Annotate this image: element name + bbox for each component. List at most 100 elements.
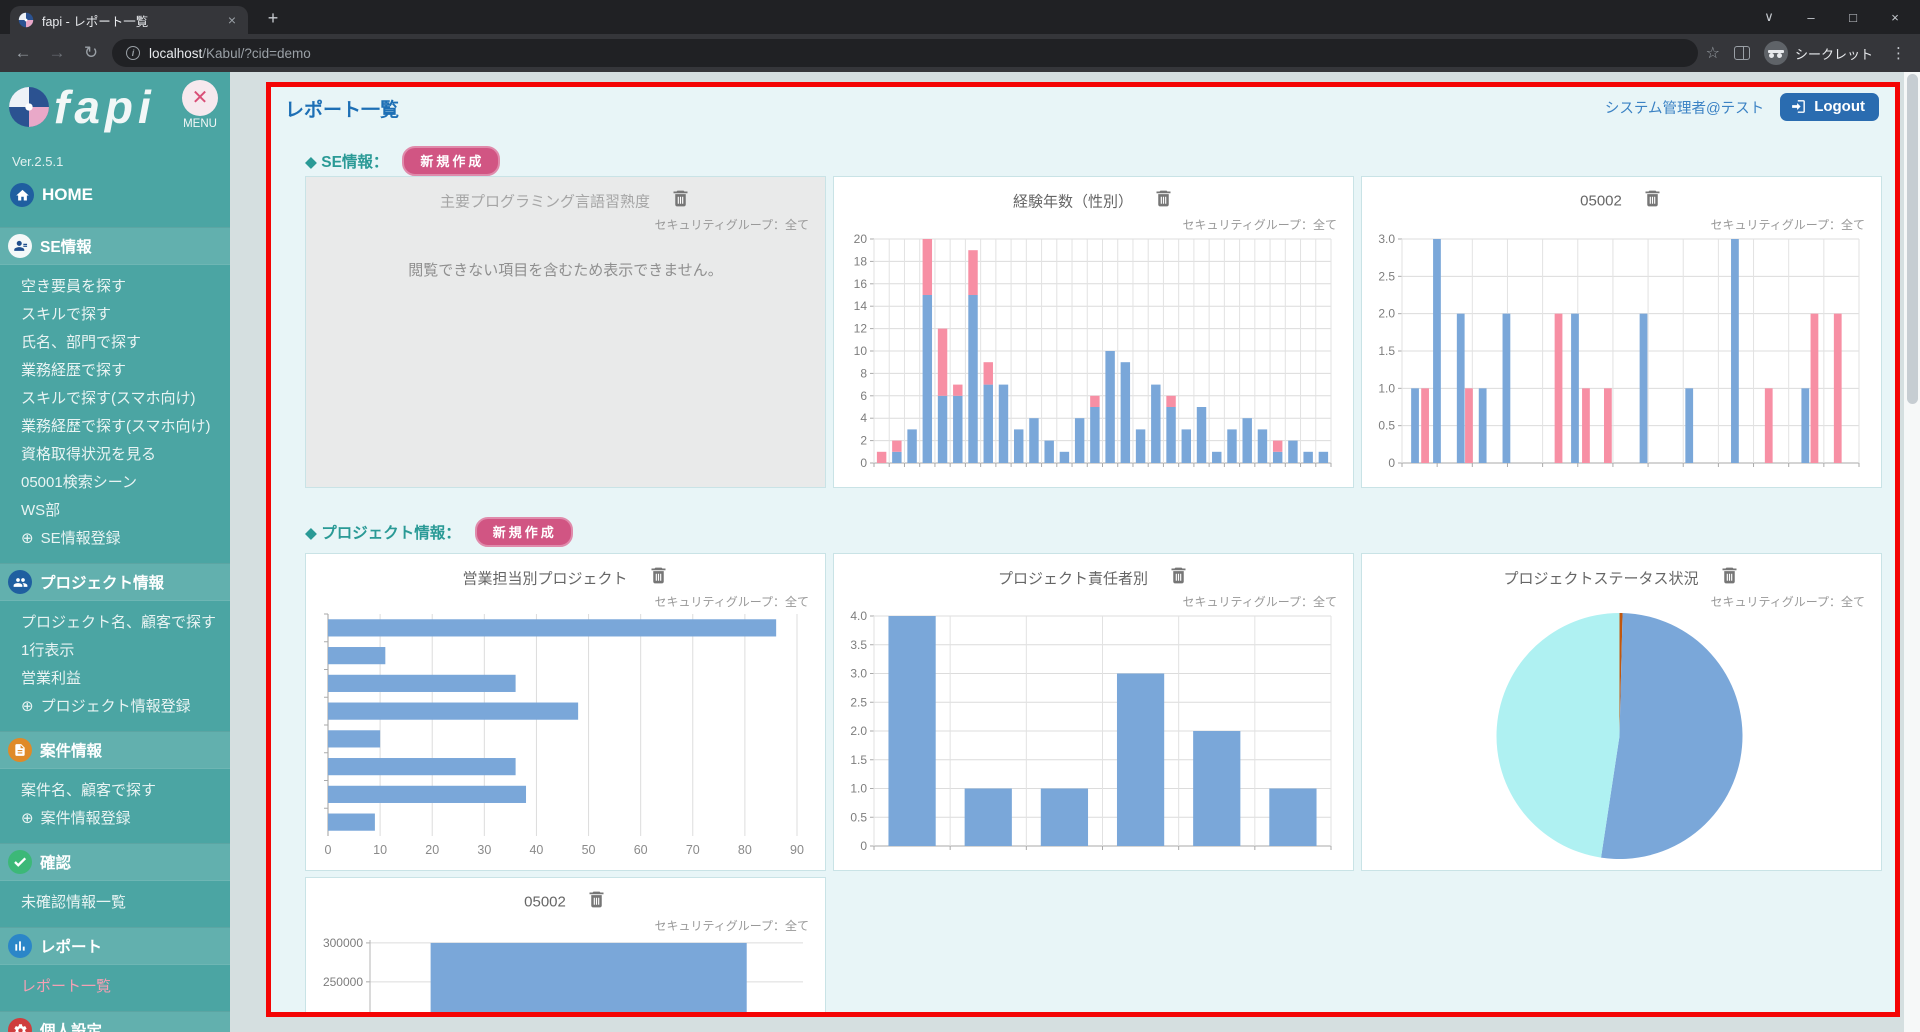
chart-title[interactable]: 主要プログラミング言語習熟度 bbox=[439, 193, 650, 211]
stacked-bar-segment bbox=[1044, 440, 1054, 463]
incognito-label: シークレット bbox=[1794, 46, 1873, 62]
sidebar: fapi ✕ MENU Ver.2.5.1 HOME SE情報 空き要員を探す スキ… bbox=[0, 72, 230, 1032]
trash-icon[interactable] bbox=[648, 565, 669, 591]
stacked-bar-segment bbox=[937, 328, 948, 396]
site-info-icon[interactable]: i bbox=[126, 46, 140, 60]
kebab-menu-icon[interactable]: ⋮ bbox=[1891, 45, 1906, 62]
project-new-report-button[interactable]: 新規作成 bbox=[474, 516, 573, 547]
svg-text:2.5: 2.5 bbox=[850, 695, 867, 709]
new-tab-button[interactable]: + bbox=[267, 8, 279, 28]
chart-canvas: 0 2 4 6 8 10 12 14 16 18 20 bbox=[854, 232, 1332, 470]
bar bbox=[1639, 313, 1648, 463]
trash-icon[interactable] bbox=[1719, 565, 1740, 591]
sidebar-item[interactable]: 資格取得状況を見る bbox=[0, 439, 230, 467]
sidebar-section-check[interactable]: 確認 bbox=[0, 843, 230, 881]
se-cards-row: 主要プログラミング言語習熟度 セキュリティグループ：全て 閲覧できない項目を含むため… bbox=[305, 176, 1895, 488]
sidebar-item[interactable]: プロジェクト名、顧客で探す bbox=[0, 607, 230, 635]
chart-title[interactable]: プロジェクト責任者別 bbox=[997, 570, 1148, 588]
stacked-bar-segment bbox=[983, 362, 993, 385]
sidebar-section-people[interactable]: プロジェクト情報 bbox=[0, 563, 230, 601]
plus-circle-icon: ⊕ bbox=[21, 809, 34, 827]
hbar bbox=[328, 785, 527, 803]
trash-icon[interactable] bbox=[1642, 188, 1663, 214]
sidebar-item[interactable]: 05001検索シーン bbox=[0, 467, 230, 495]
report-card-se-3: 05002 セキュリティグループ：全て 0 0.5 1.0 1.5 2.0 2.5 3.0 bbox=[1361, 176, 1882, 488]
sidebar-item-label: プロジェクト名、顧客で探す bbox=[21, 613, 217, 631]
chart-title[interactable]: 営業担当別プロジェクト bbox=[462, 570, 628, 588]
bookmark-star-icon[interactable]: ☆ bbox=[1705, 45, 1720, 62]
minimize-button[interactable]: – bbox=[1807, 9, 1815, 25]
bar bbox=[1502, 313, 1511, 463]
sidebar-item[interactable]: 1行表示 bbox=[0, 635, 230, 663]
chevron-down-icon[interactable]: ∨ bbox=[1764, 9, 1774, 24]
tab-close-icon[interactable]: × bbox=[227, 12, 236, 28]
bar bbox=[1582, 388, 1590, 463]
sidebar-section-document[interactable]: 案件情報 bbox=[0, 731, 230, 769]
sidebar-item-home[interactable]: HOME bbox=[0, 175, 230, 217]
sidebar-item[interactable]: スキルで探す(スマホ向け) bbox=[0, 383, 230, 411]
sidebar-item[interactable]: 空き要員を探す bbox=[0, 271, 230, 299]
stacked-bar-segment bbox=[1135, 429, 1146, 463]
sidebar-item[interactable]: ⊕ 案件情報登録 bbox=[0, 803, 230, 831]
sidebar-item[interactable]: 案件名、顧客で探す bbox=[0, 775, 230, 803]
svg-text:20: 20 bbox=[425, 843, 439, 857]
browser-tab[interactable]: fapi - レポート一覧 × bbox=[10, 6, 248, 34]
sidebar-item-label: 案件名、顧客で探す bbox=[21, 781, 157, 799]
section-label: 個人設定 bbox=[40, 1023, 103, 1032]
sidebar-item[interactable]: 営業利益 bbox=[0, 663, 230, 691]
sidebar-section-person[interactable]: SE情報 bbox=[0, 227, 230, 265]
page-scrollbar[interactable] bbox=[1904, 72, 1920, 1032]
url-bar[interactable]: i localhost/Kabul/?cid=demo bbox=[112, 39, 1698, 67]
menu-toggle-button[interactable]: ✕ MENU bbox=[180, 80, 220, 130]
sidebar-item-label: 営業利益 bbox=[21, 669, 82, 687]
sidebar-item[interactable]: スキルで探す bbox=[0, 299, 230, 327]
svg-text:3.0: 3.0 bbox=[1378, 233, 1395, 246]
trash-icon[interactable] bbox=[586, 889, 607, 915]
logged-in-user[interactable]: システム管理者@テスト bbox=[1604, 100, 1765, 117]
sidebar-item[interactable]: 氏名、部門で探す bbox=[0, 327, 230, 355]
bar bbox=[1764, 388, 1773, 463]
logout-button[interactable]: Logout bbox=[1780, 93, 1879, 121]
trash-icon[interactable] bbox=[670, 188, 691, 214]
report-card-pj-1: 営業担当別プロジェクト セキュリティグループ：全て 0 10 20 30 40 50 60 70 8… bbox=[305, 553, 826, 871]
sidebar-item[interactable]: 未確認情報一覧 bbox=[0, 887, 230, 915]
chart-icon bbox=[8, 934, 32, 958]
svg-text:1.0: 1.0 bbox=[1378, 381, 1395, 395]
chart-title[interactable]: 経験年数（性別） bbox=[1012, 193, 1133, 211]
pie-slice-blue bbox=[1601, 613, 1743, 859]
scrollbar-thumb[interactable] bbox=[1906, 74, 1918, 404]
sidebar-item[interactable]: レポート一覧 bbox=[0, 971, 230, 999]
forward-button[interactable]: → bbox=[48, 43, 66, 62]
reload-button[interactable]: ↻ bbox=[83, 43, 99, 62]
sidebar-item[interactable]: WS部 bbox=[0, 495, 230, 523]
side-panel-icon[interactable] bbox=[1733, 46, 1750, 60]
stacked-bar-segment bbox=[953, 395, 963, 463]
stacked-bar-segment bbox=[1166, 407, 1176, 463]
sidebar-section-chart[interactable]: レポート bbox=[0, 927, 230, 965]
svg-text:2.0: 2.0 bbox=[1378, 307, 1395, 321]
sidebar-item[interactable]: 業務経歴で探す(スマホ向け) bbox=[0, 411, 230, 439]
close-button[interactable]: × bbox=[1891, 9, 1899, 25]
hbar bbox=[328, 702, 579, 720]
page-title: レポート一覧 bbox=[285, 100, 400, 121]
trash-icon[interactable] bbox=[1153, 188, 1174, 214]
se-new-report-button[interactable]: 新規作成 bbox=[402, 145, 501, 176]
chart-canvas: 300000 250000 bbox=[323, 936, 803, 1012]
plus-circle-icon: ⊕ bbox=[21, 529, 34, 547]
incognito-badge[interactable]: シークレット bbox=[1763, 41, 1873, 65]
app-logo[interactable]: fapi bbox=[8, 84, 156, 130]
sidebar-item[interactable]: ⊕ プロジェクト情報登録 bbox=[0, 691, 230, 719]
chart-title[interactable]: 05002 bbox=[524, 893, 566, 911]
project-section-header: ◆ プロジェクト情報： 新規作成 bbox=[305, 516, 1895, 547]
sidebar-item[interactable]: 業務経歴で探す bbox=[0, 355, 230, 383]
chart-title[interactable]: 05002 bbox=[1580, 192, 1622, 210]
sidebar-section-gear[interactable]: 個人設定 bbox=[0, 1011, 230, 1032]
svg-text:30: 30 bbox=[477, 843, 491, 857]
chart-title[interactable]: プロジェクトステータス状況 bbox=[1503, 570, 1699, 588]
maximize-button[interactable]: □ bbox=[1849, 9, 1857, 25]
sidebar-item[interactable]: ⊕ SE情報登録 bbox=[0, 523, 230, 551]
trash-icon[interactable] bbox=[1168, 565, 1189, 591]
chart-area-pj-2: 0 0.5 1.0 1.5 2.0 2.5 3.0 3.5 4.0 bbox=[840, 609, 1343, 862]
back-button[interactable]: ← bbox=[14, 43, 32, 62]
home-icon bbox=[10, 183, 34, 207]
